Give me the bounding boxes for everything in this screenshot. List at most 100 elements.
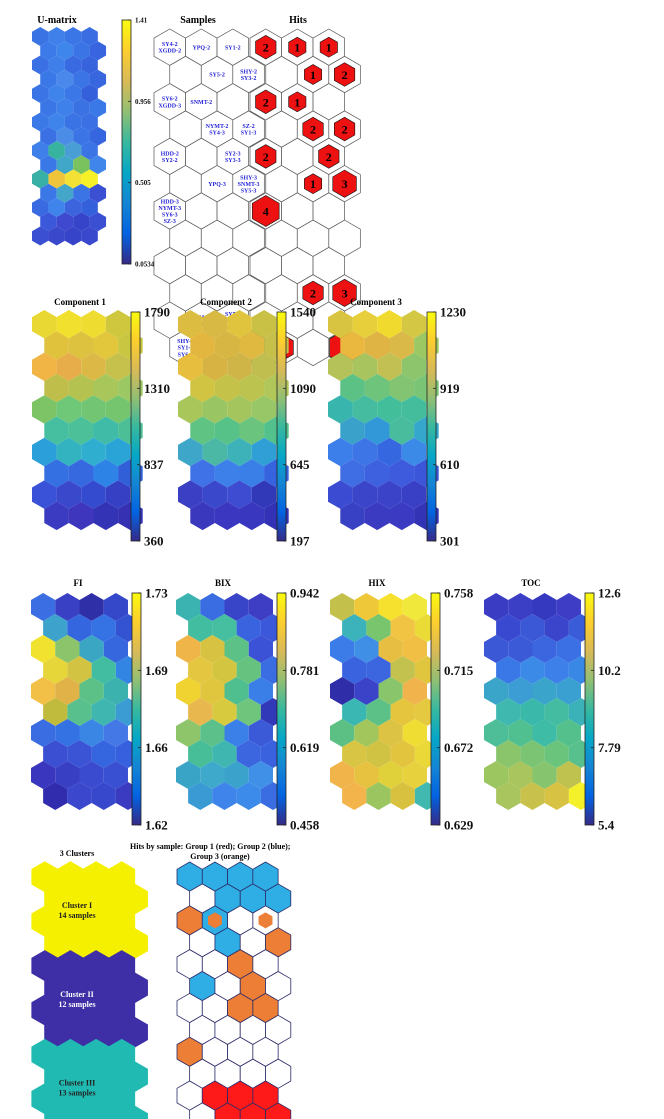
parameter-plane: FI 1.73 1.69 1.66 1.62 — [31, 578, 168, 833]
component-cell — [352, 352, 378, 381]
colorbar-tick-label: 0.629 — [444, 818, 474, 833]
component-cell — [44, 501, 69, 531]
umatrix-cell — [48, 226, 65, 246]
parameter-cell — [103, 677, 128, 705]
hits-marker — [288, 36, 307, 58]
sample-label: SY5-2 — [209, 73, 225, 79]
component-cell — [32, 352, 57, 381]
parameter-cell — [236, 782, 261, 810]
parameter-cell — [556, 719, 581, 747]
parameter-cell — [402, 635, 427, 663]
parameter-cell — [508, 635, 533, 663]
parameter-cell — [236, 698, 261, 726]
component-cell — [227, 437, 252, 467]
sample-label: XGDD-2 — [158, 49, 181, 55]
component-cell — [340, 331, 365, 360]
sample-label: NYMT-3 — [158, 206, 181, 212]
umatrix-cell — [40, 69, 57, 89]
sample-label: YPQ-2 — [192, 45, 210, 51]
parameter-cell — [176, 635, 201, 663]
parameter-cell — [67, 698, 92, 726]
parameter-cell — [330, 635, 355, 663]
colorbar-tick-label: 12.6 — [598, 586, 621, 601]
parameter-cell — [354, 635, 379, 663]
component-cell — [81, 480, 106, 509]
component-cell — [105, 352, 131, 381]
component-title: Component 1 — [54, 297, 106, 307]
component-cell — [68, 459, 94, 488]
component-cell — [178, 480, 203, 509]
parameter-cell — [484, 635, 509, 663]
parameter-cell — [544, 614, 569, 642]
colorbar-tick-label: 1230 — [440, 305, 466, 320]
component-cell — [56, 310, 82, 339]
hits-count: 1 — [310, 177, 316, 191]
umatrix-cell — [48, 27, 65, 46]
umatrix-cell — [56, 155, 74, 175]
parameter-title: TOC — [521, 578, 540, 588]
parameter-cell — [532, 719, 557, 747]
component-cell — [81, 437, 106, 467]
hits-marker — [255, 144, 277, 169]
colorbar-tick-label: 301 — [440, 534, 460, 549]
parameter-cell — [556, 677, 581, 705]
parameter-cell — [91, 740, 116, 768]
parameter-cell — [67, 740, 92, 768]
sample-label: SNMT-2 — [190, 100, 212, 106]
colorbar-tick-label: 1.41 — [135, 16, 148, 24]
umatrix-cell — [48, 198, 65, 217]
colorbar — [121, 19, 132, 265]
parameter-cell — [556, 761, 581, 789]
umatrix-cell — [89, 98, 107, 118]
sample-label: SY5-3 — [241, 189, 257, 195]
component-cell — [190, 416, 215, 445]
component-cell — [190, 501, 215, 531]
umatrix-cell — [40, 183, 57, 203]
parameter-cell — [378, 677, 403, 705]
colorbar-tick-label: 5.4 — [598, 818, 615, 833]
component-cell — [105, 437, 131, 467]
umatrix-cell — [64, 226, 82, 246]
parameter-cell — [212, 656, 237, 684]
parameter-cell — [67, 614, 92, 642]
parameter-cell — [520, 782, 545, 810]
umatrix-cell — [56, 126, 74, 146]
component-cell — [364, 416, 390, 445]
colorbar — [584, 592, 595, 826]
parameter-cell — [496, 656, 521, 684]
component-cell — [328, 352, 353, 381]
component-cell — [68, 416, 94, 445]
component-cell — [202, 480, 228, 509]
hits-marker — [332, 169, 357, 198]
parameter-cell — [544, 698, 569, 726]
component-cell — [251, 352, 277, 381]
parameter-plane: HIX 0.758 0.715 0.672 0.629 — [330, 578, 474, 833]
sample-label: SY3-3 — [225, 158, 241, 164]
parameter-cell — [31, 677, 56, 705]
parameter-cell — [91, 614, 116, 642]
parameter-cell — [330, 761, 355, 789]
parameter-cell — [200, 593, 225, 621]
umatrix-cell — [32, 198, 49, 217]
parameter-cell — [103, 761, 128, 789]
component-cell — [93, 501, 119, 531]
hits-count: 4 — [263, 205, 269, 219]
hits-marker — [304, 64, 323, 85]
umatrix-cell — [32, 55, 49, 75]
parameter-cell — [55, 677, 80, 705]
parameter-cell — [31, 719, 56, 747]
colorbar — [276, 592, 287, 826]
hits-marker — [334, 116, 356, 142]
component-cell — [214, 416, 240, 445]
parameter-cell — [366, 782, 391, 810]
sample-label: XGDD-3 — [158, 103, 181, 109]
parameter-cell — [354, 677, 379, 705]
component-cell — [190, 331, 215, 360]
umatrix-cell — [48, 169, 65, 189]
component-cell — [227, 395, 252, 424]
parameter-cell — [248, 635, 273, 663]
component-cell — [328, 395, 353, 424]
parameter-cell — [188, 740, 213, 768]
component-cell — [239, 459, 265, 488]
